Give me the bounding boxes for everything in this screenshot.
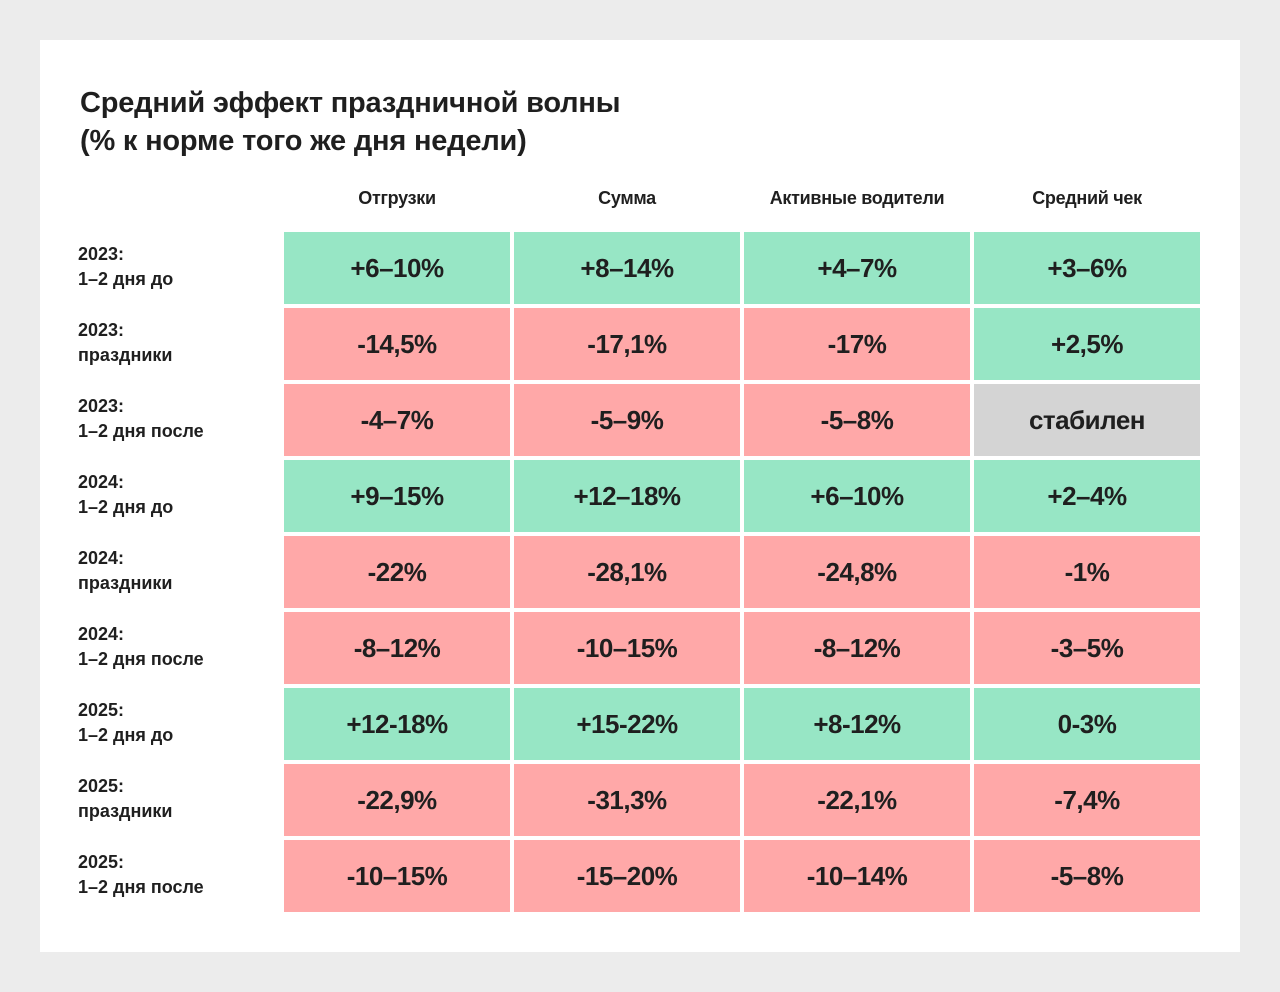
row-label-year: 2024:: [78, 472, 125, 492]
column-header: Активные водители: [769, 188, 945, 208]
table-cell: +3–6%: [974, 232, 1200, 304]
table-cell: +15-22%: [514, 688, 740, 760]
table-cell: 0-3%: [974, 688, 1200, 760]
table-cell: -7,4%: [974, 764, 1200, 836]
table-cell: +2–4%: [974, 460, 1200, 532]
row-label-year: 2023:: [78, 396, 125, 416]
table-cell: +8–14%: [514, 232, 740, 304]
table-cell: +6–10%: [744, 460, 970, 532]
row-label: 2023: 1–2 дня до: [78, 242, 278, 292]
column-header: Отгрузки: [358, 188, 436, 208]
row-label-period: праздники: [78, 801, 173, 821]
table-cell: +6–10%: [284, 232, 510, 304]
table-cell: -15–20%: [514, 840, 740, 912]
row-label-period: 1–2 дня до: [78, 269, 174, 289]
table-cell: +2,5%: [974, 308, 1200, 380]
table-cell: +12-18%: [284, 688, 510, 760]
table-cell: -4–7%: [284, 384, 510, 456]
table-cell: -31,3%: [514, 764, 740, 836]
row-label: 2025: праздники: [78, 774, 278, 824]
page-title: Средний эффект праздничной волны (% к но…: [80, 84, 620, 160]
table-cell: +4–7%: [744, 232, 970, 304]
table-cell: -17%: [744, 308, 970, 380]
row-label-year: 2025:: [78, 700, 125, 720]
table-cell: -5–8%: [744, 384, 970, 456]
table-cell: -22%: [284, 536, 510, 608]
row-label-period: праздники: [78, 573, 173, 593]
table-cell: -5–9%: [514, 384, 740, 456]
row-label-year: 2023:: [78, 320, 125, 340]
table-cell: -14,5%: [284, 308, 510, 380]
column-header: Сумма: [598, 188, 656, 208]
row-label: 2024: 1–2 дня до: [78, 470, 278, 520]
table-cell: -24,8%: [744, 536, 970, 608]
column-header: Средний чек: [1032, 188, 1142, 208]
table-cell: -22,1%: [744, 764, 970, 836]
table-cell: -10–15%: [514, 612, 740, 684]
table-cell: -3–5%: [974, 612, 1200, 684]
table-cell: +12–18%: [514, 460, 740, 532]
row-label-year: 2025:: [78, 852, 125, 872]
table-cell: +8-12%: [744, 688, 970, 760]
row-label-period: 1–2 дня после: [78, 649, 204, 669]
table-cell: -17,1%: [514, 308, 740, 380]
row-label-period: 1–2 дня после: [78, 877, 204, 897]
table-cell: стабилен: [974, 384, 1200, 456]
table-cell: -22,9%: [284, 764, 510, 836]
infographic-card: Средний эффект праздничной волны (% к но…: [40, 40, 1240, 952]
table-cell: -5–8%: [974, 840, 1200, 912]
table-cell: -1%: [974, 536, 1200, 608]
table-cell: -28,1%: [514, 536, 740, 608]
row-label-period: 1–2 дня до: [78, 725, 174, 745]
table-cell: -8–12%: [284, 612, 510, 684]
row-label: 2025: 1–2 дня до: [78, 698, 278, 748]
title-line-1: Средний эффект праздничной волны: [80, 87, 621, 119]
table-cell: +9–15%: [284, 460, 510, 532]
row-label: 2023: 1–2 дня после: [78, 394, 278, 444]
title-line-2: (% к норме того же дня недели): [80, 125, 527, 157]
table-cell: -10–14%: [744, 840, 970, 912]
row-label: 2024: праздники: [78, 546, 278, 596]
table-cell: -10–15%: [284, 840, 510, 912]
row-label: 2025: 1–2 дня после: [78, 850, 278, 900]
row-label-year: 2024:: [78, 624, 125, 644]
row-label-year: 2024:: [78, 548, 125, 568]
row-label-year: 2025:: [78, 776, 125, 796]
row-label-period: 1–2 дня после: [78, 421, 204, 441]
row-label: 2024: 1–2 дня после: [78, 622, 278, 672]
row-label: 2023: праздники: [78, 318, 278, 368]
table-cell: -8–12%: [744, 612, 970, 684]
row-label-period: 1–2 дня до: [78, 497, 174, 517]
row-label-year: 2023:: [78, 244, 125, 264]
row-label-period: праздники: [78, 345, 173, 365]
